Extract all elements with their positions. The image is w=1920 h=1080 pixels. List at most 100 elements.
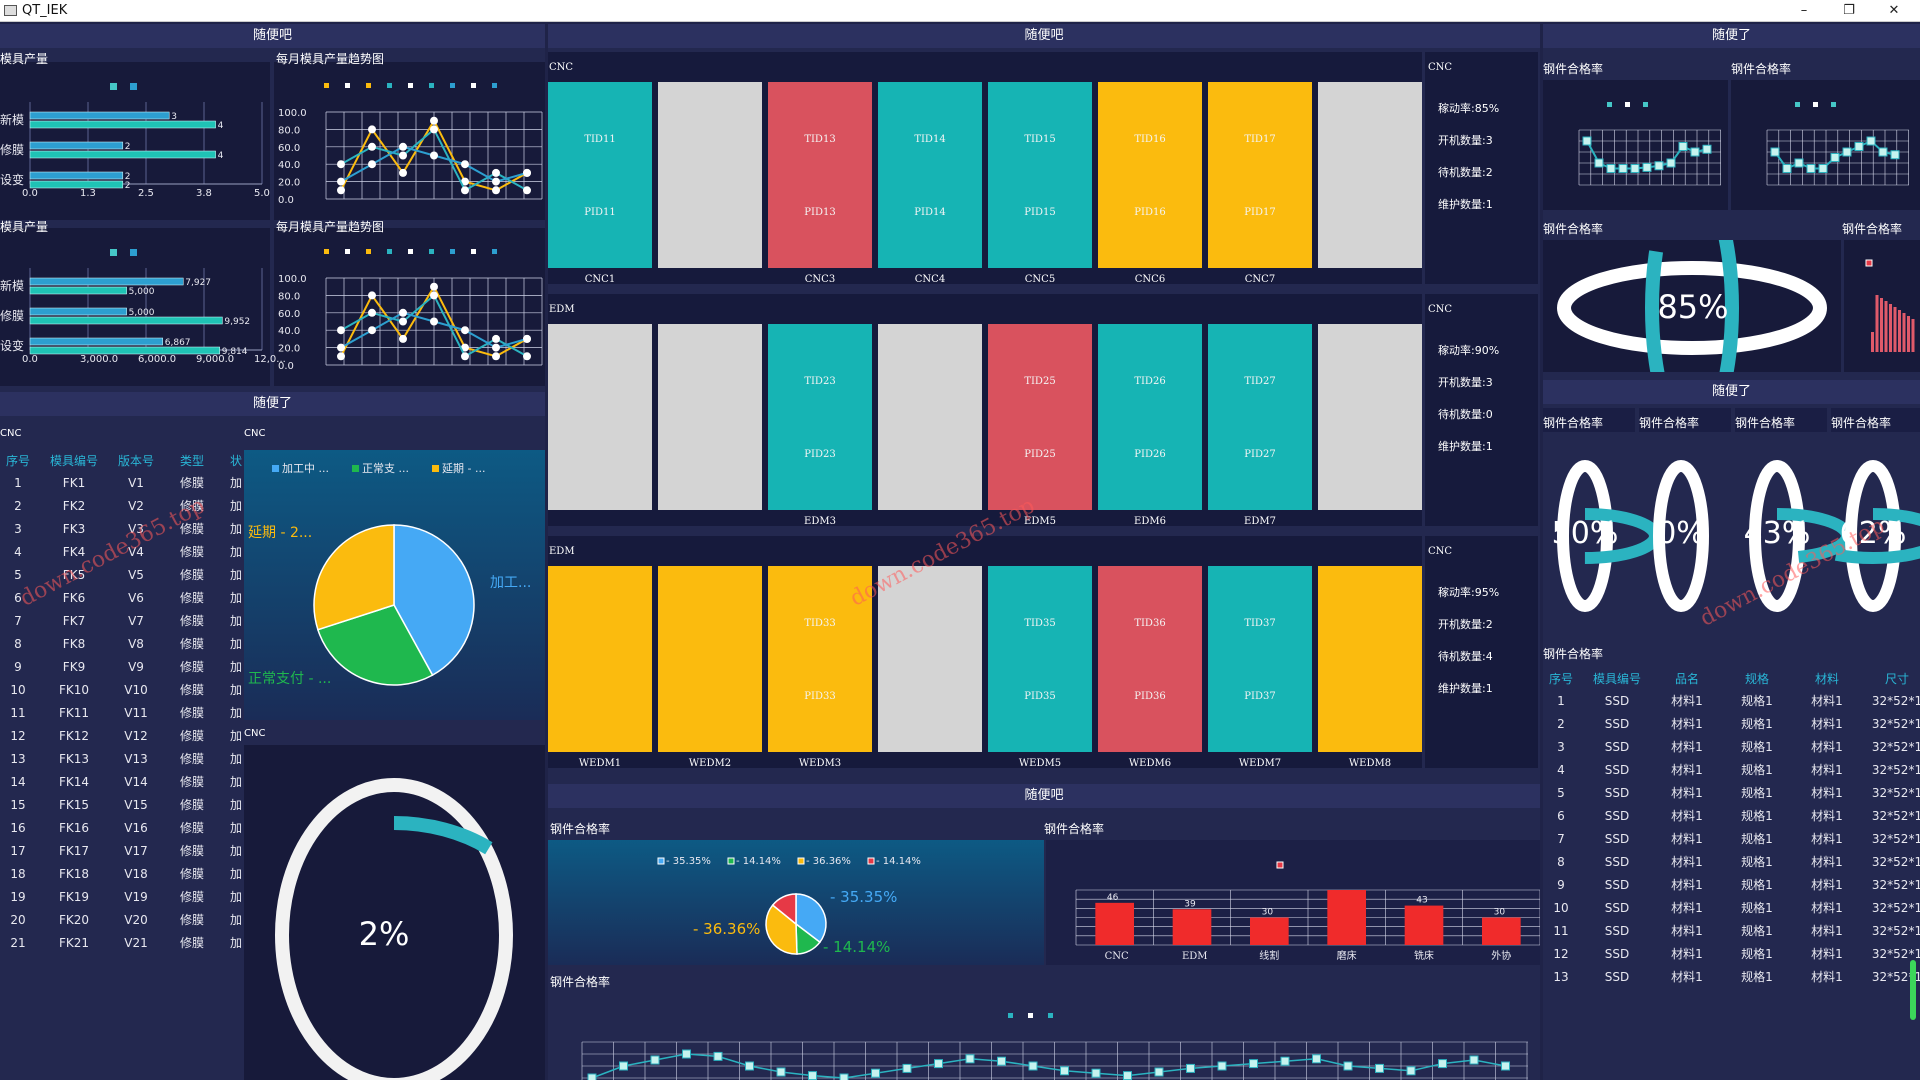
table-row[interactable]: 6 SSD 材料1 规格1 材料1 32*52*1: [1543, 805, 1920, 827]
legend-swatch: [1625, 102, 1630, 107]
table-row[interactable]: 9 SSD 材料1 规格1 材料1 32*52*1: [1543, 874, 1920, 896]
table-row[interactable]: 7 FK7 V7 修膜 加: [0, 610, 244, 632]
table-cell: V2: [128, 499, 144, 513]
machine-label: CNC5: [1024, 274, 1056, 285]
table-scrollbar[interactable]: [1910, 960, 1916, 1020]
machine-tile-EDM3[interactable]: TID23 PID23: [768, 324, 872, 510]
table-row[interactable]: 21 FK21 V21 修膜 加: [0, 932, 244, 954]
table-row[interactable]: 12 FK12 V12 修膜 加: [0, 725, 244, 747]
table-header-cell[interactable]: 尺寸: [1884, 672, 1909, 686]
table-header-cell[interactable]: 材料: [1814, 672, 1839, 686]
machine-tile-CNC3[interactable]: TID13 PID13: [768, 82, 872, 268]
table-cell: 10: [1553, 901, 1569, 915]
machine-tile-idle[interactable]: [658, 324, 762, 510]
machine-tile-idle[interactable]: [1318, 324, 1422, 510]
table-row[interactable]: 8 FK8 V8 修膜 加: [0, 633, 244, 655]
table-row[interactable]: 2 SSD 材料1 规格1 材料1 32*52*1: [1543, 713, 1920, 735]
table-row[interactable]: 13 SSD 材料1 规格1 材料1 32*52*1: [1543, 966, 1920, 988]
table-cell: 11: [10, 706, 26, 720]
machine-tile-WEDM2[interactable]: [658, 566, 762, 752]
group-stat: 稼动率:90%: [1438, 344, 1500, 357]
table-row[interactable]: 20 FK20 V20 修膜 加: [0, 909, 244, 931]
table-row[interactable]: 19 FK19 V19 修膜 加: [0, 886, 244, 908]
machine-tile-CNC6[interactable]: TID16 PID16: [1098, 82, 1202, 268]
table-header-cell[interactable]: 序号: [1548, 672, 1573, 686]
table-row[interactable]: 10 FK10 V10 修膜 加: [0, 679, 244, 701]
table-header-cell[interactable]: 序号: [5, 454, 30, 468]
minimize-button[interactable]: –: [1800, 3, 1808, 18]
machine-tile-WEDM1[interactable]: [548, 566, 652, 752]
table-header-cell[interactable]: 模具编号: [49, 454, 98, 468]
table-row[interactable]: 11 SSD 材料1 规格1 材料1 32*52*1: [1543, 920, 1920, 942]
machine-tile-EDM6[interactable]: TID26 PID26: [1098, 324, 1202, 510]
table-header-cell[interactable]: 类型: [179, 454, 204, 468]
machine-tile-CNC7[interactable]: TID17 PID17: [1208, 82, 1312, 268]
table-row[interactable]: 13 FK13 V13 修膜 加: [0, 748, 244, 770]
machine-tile-EDM7[interactable]: TID27 PID27: [1208, 324, 1312, 510]
mini-bar: [1907, 316, 1910, 352]
machine-tile-CNC4[interactable]: TID14 PID14: [878, 82, 982, 268]
table-header-cell[interactable]: 状: [229, 454, 242, 468]
table-row[interactable]: 14 FK14 V14 修膜 加: [0, 771, 244, 793]
table-header-cell[interactable]: 品名: [1674, 672, 1699, 686]
trend-point: [337, 160, 345, 169]
table-cell: 修膜: [179, 821, 204, 835]
table-row[interactable]: 5 FK5 V5 修膜 加: [0, 564, 244, 586]
machine-label: EDM6: [1134, 516, 1166, 527]
trend-point: [1280, 1056, 1290, 1066]
trend-point: [430, 282, 438, 291]
machine-tile-CNC5[interactable]: TID15 PID15: [988, 82, 1092, 268]
machine-tile-WEDM5[interactable]: TID35 PID35: [988, 566, 1092, 752]
left-ring-svg: [244, 778, 545, 1080]
table-row[interactable]: 17 FK17 V17 修膜 加: [0, 840, 244, 862]
table-header-cell[interactable]: 规格: [1744, 672, 1769, 686]
table-cell: 8: [14, 637, 22, 651]
table-row[interactable]: 18 FK18 V18 修膜 加: [0, 863, 244, 885]
maximize-button[interactable]: ❐: [1843, 3, 1855, 18]
table-row[interactable]: 10 SSD 材料1 规格1 材料1 32*52*1: [1543, 897, 1920, 919]
machine-tile-idle[interactable]: [1318, 82, 1422, 268]
bar-series2: [29, 346, 220, 355]
table-row[interactable]: 11 FK11 V11 修膜 加: [0, 702, 244, 724]
machine-tile-CNC1[interactable]: TID11 PID11: [548, 82, 652, 268]
tile-pid: PID26: [1134, 449, 1166, 460]
table-row[interactable]: 1 SSD 材料1 规格1 材料1 32*52*1: [1543, 690, 1920, 712]
table-row[interactable]: 16 FK16 V16 修膜 加: [0, 817, 244, 839]
table-row[interactable]: 8 SSD 材料1 规格1 材料1 32*52*1: [1543, 851, 1920, 873]
table-row[interactable]: 9 FK9 V9 修膜 加: [0, 656, 244, 678]
trend-point: [399, 308, 407, 317]
table-header-cell[interactable]: 模具编号: [1592, 672, 1641, 686]
table-row[interactable]: 7 SSD 材料1 规格1 材料1 32*52*1: [1543, 828, 1920, 850]
table-row[interactable]: 3 SSD 材料1 规格1 材料1 32*52*1: [1543, 736, 1920, 758]
machine-tile-idle[interactable]: [878, 566, 982, 752]
close-button[interactable]: ✕: [1888, 3, 1900, 18]
legend-swatch: [1795, 102, 1800, 107]
machine-tile-WEDM7[interactable]: TID37 PID37: [1208, 566, 1312, 752]
table-cell: V5: [128, 568, 144, 582]
center-line-svg: [581, 1013, 1528, 1080]
machine-tile-EDM5[interactable]: TID25 PID25: [988, 324, 1092, 510]
table-row[interactable]: 2 FK2 V2 修膜 加: [0, 495, 244, 517]
table-row[interactable]: 3 FK3 V3 修膜 加: [0, 518, 244, 540]
machine-tile-WEDM3[interactable]: TID33 PID33: [768, 566, 872, 752]
machine-tile-idle[interactable]: [548, 324, 652, 510]
tile-tid: TID14: [914, 134, 946, 145]
cnc-label-c: CNC: [244, 728, 266, 739]
machine-tile-idle[interactable]: [878, 324, 982, 510]
table-header-cell[interactable]: 版本号: [117, 454, 154, 468]
table-cell: FK10: [58, 683, 90, 697]
table-row[interactable]: 15 FK15 V15 修膜 加: [0, 794, 244, 816]
machine-tile-WEDM8[interactable]: [1318, 566, 1422, 752]
table-row[interactable]: 1 FK1 V1 修膜 加: [0, 472, 244, 494]
machine-label: CNC7: [1244, 274, 1276, 285]
legend-swatch: [450, 83, 455, 88]
table-cell: FK11: [58, 706, 90, 720]
machine-tile-WEDM6[interactable]: TID36 PID36: [1098, 566, 1202, 752]
table-row[interactable]: 12 SSD 材料1 规格1 材料1 32*52*1: [1543, 943, 1920, 965]
table-row[interactable]: 5 SSD 材料1 规格1 材料1 32*52*1: [1543, 782, 1920, 804]
table-row[interactable]: 4 SSD 材料1 规格1 材料1 32*52*1: [1543, 759, 1920, 781]
bar-value-label: 46: [1107, 893, 1119, 903]
table-row[interactable]: 4 FK4 V4 修膜 加: [0, 541, 244, 563]
machine-tile-idle[interactable]: [658, 82, 762, 268]
table-row[interactable]: 6 FK6 V6 修膜 加: [0, 587, 244, 609]
